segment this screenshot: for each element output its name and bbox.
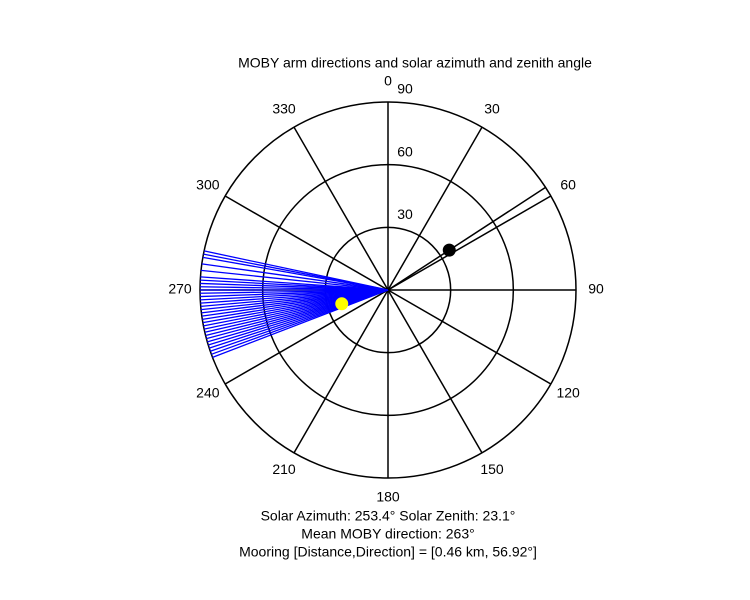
- spoke: [387, 195, 552, 291]
- arm-direction: [200, 269, 389, 291]
- spoke: [387, 289, 483, 454]
- spoke: [293, 126, 389, 291]
- spoke: [224, 195, 389, 291]
- r-tick-label: 60: [397, 143, 413, 159]
- theta-tick-label: 120: [556, 385, 580, 401]
- spoke: [293, 289, 389, 454]
- arm-direction: [203, 250, 389, 291]
- theta-tick-label: 240: [196, 385, 220, 401]
- spoke: [387, 126, 483, 291]
- theta-tick-label: 150: [480, 461, 504, 477]
- arm-direction: [200, 276, 389, 291]
- spoke: [387, 289, 552, 385]
- r-tick-label: 30: [397, 206, 413, 222]
- spoke: [224, 289, 389, 385]
- theta-tick-label: 330: [272, 101, 296, 117]
- theta-tick-label: 90: [588, 281, 604, 297]
- chart-title: MOBY arm directions and solar azimuth an…: [238, 55, 592, 71]
- note: Solar Azimuth: 253.4° Solar Zenith: 23.1…: [261, 508, 516, 524]
- theta-tick-label: 0: [384, 73, 392, 89]
- mooring-direction: [387, 186, 546, 291]
- theta-tick-label: 270: [168, 281, 192, 297]
- arm-direction: [201, 263, 389, 291]
- r-tick-label: 90: [397, 81, 413, 97]
- note: Mean MOBY direction: 263°: [301, 526, 474, 542]
- theta-tick-label: 180: [376, 489, 400, 505]
- theta-tick-label: 300: [196, 177, 220, 193]
- theta-tick-label: 210: [272, 461, 296, 477]
- note: Mooring [Distance,Direction] = [0.46 km,…: [239, 544, 537, 560]
- marker: [442, 243, 456, 257]
- marker: [335, 297, 349, 311]
- theta-tick-label: 60: [560, 177, 576, 193]
- theta-tick-label: 30: [484, 101, 500, 117]
